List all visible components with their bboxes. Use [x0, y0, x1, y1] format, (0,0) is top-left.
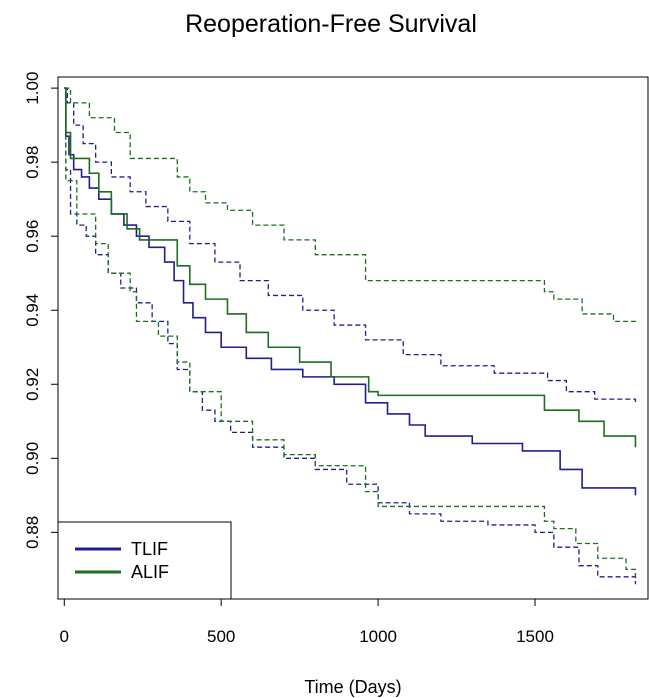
- x-axis: 0 500 1000 1500: [60, 598, 554, 646]
- legend-box: [57, 521, 232, 600]
- series-1-ci-bound-line: [64, 87, 637, 403]
- series-0-estimate-line: [64, 87, 637, 496]
- x-tick-label: 1500: [516, 627, 554, 646]
- series-2-ci-bound-line: [64, 87, 637, 585]
- y-axis: 0.88 0.90 0.92 0.94 0.96 0.98 1.00: [23, 72, 59, 549]
- legend: TLIF ALIF: [57, 521, 232, 600]
- plot-frame: [57, 76, 649, 600]
- y-tick-label: 0.90: [23, 442, 42, 475]
- x-tick-label: 500: [207, 627, 235, 646]
- x-axis-label: Time (Days): [304, 677, 401, 697]
- series-3-estimate-line: [64, 87, 637, 448]
- y-tick-label: 0.94: [23, 294, 42, 327]
- y-tick-label: 0.88: [23, 516, 42, 549]
- y-tick-label: 0.92: [23, 368, 42, 401]
- y-tick-label: 0.98: [23, 146, 42, 179]
- legend-label-alif: ALIF: [131, 562, 169, 582]
- series-layer: [64, 87, 637, 585]
- x-tick-label: 1000: [359, 627, 397, 646]
- y-tick-label: 0.96: [23, 220, 42, 253]
- series-5-ci-bound-line: [64, 87, 637, 577]
- plot-area: 0 500 1000 1500 0.88 0.90 0.92 0.94 0.96 0.98 1.0…: [23, 72, 649, 646]
- y-tick-label: 1.00: [23, 72, 42, 105]
- x-tick-label: 0: [60, 627, 69, 646]
- legend-label-tlif: TLIF: [131, 539, 168, 559]
- series-4-ci-bound-line: [64, 87, 637, 326]
- chart-title: Reoperation-Free Survival: [185, 10, 477, 38]
